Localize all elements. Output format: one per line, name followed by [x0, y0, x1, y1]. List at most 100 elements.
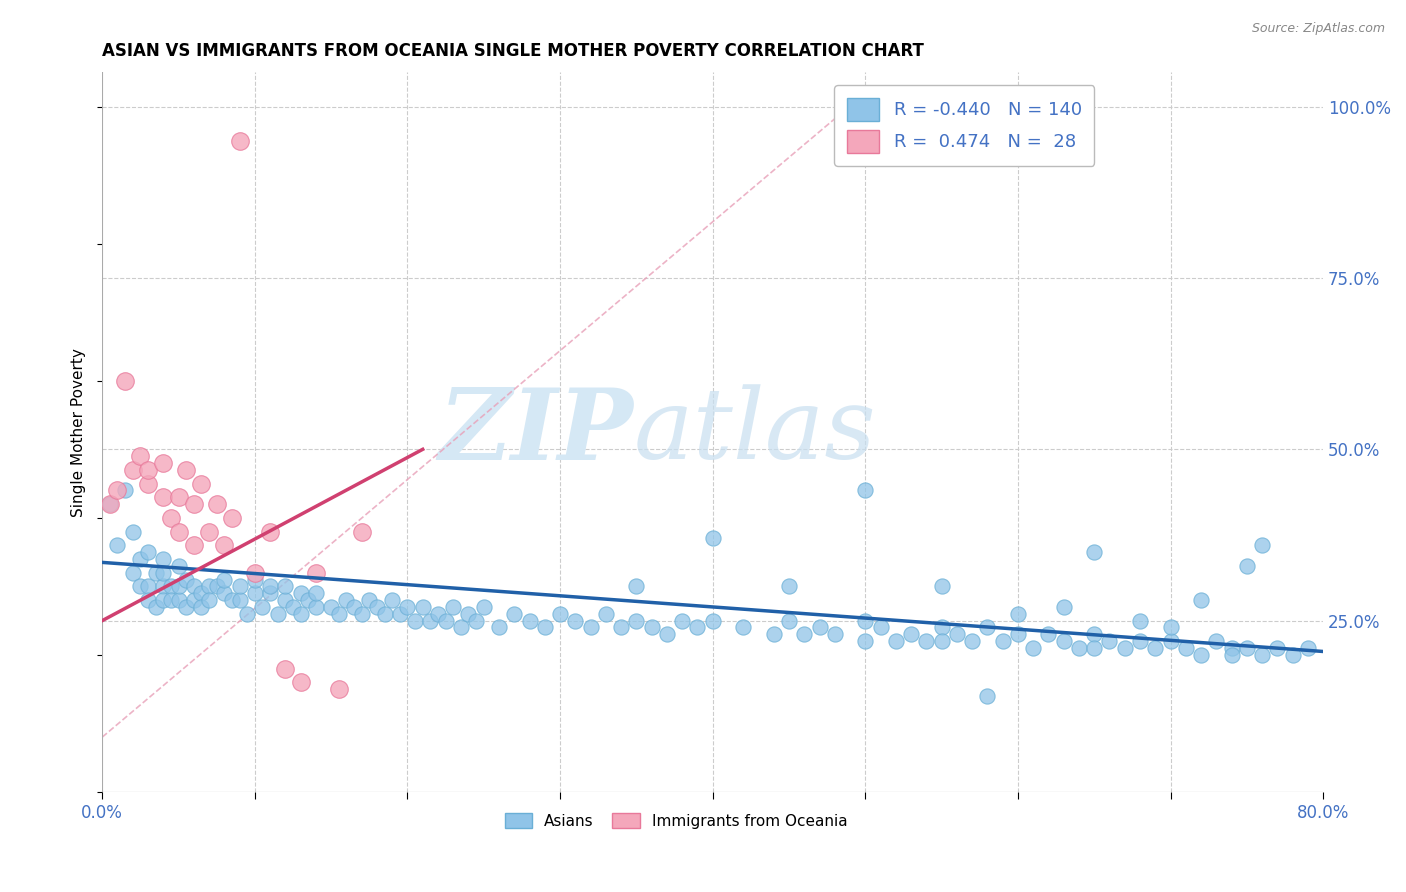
- Point: [190, 599, 212, 614]
- Point: [1083, 627, 1105, 641]
- Point: [305, 566, 328, 580]
- Point: [274, 662, 297, 676]
- Point: [595, 607, 617, 621]
- Point: [1038, 627, 1060, 641]
- Point: [1098, 634, 1121, 648]
- Point: [121, 463, 143, 477]
- Legend: Asians, Immigrants from Oceania: Asians, Immigrants from Oceania: [498, 806, 853, 835]
- Point: [762, 627, 785, 641]
- Point: [946, 627, 969, 641]
- Point: [434, 614, 457, 628]
- Point: [359, 593, 381, 607]
- Point: [214, 573, 236, 587]
- Point: [290, 607, 312, 621]
- Point: [252, 599, 274, 614]
- Point: [152, 566, 174, 580]
- Point: [274, 579, 297, 593]
- Point: [626, 579, 648, 593]
- Point: [129, 449, 152, 463]
- Point: [1083, 641, 1105, 656]
- Text: ASIAN VS IMMIGRANTS FROM OCEANIA SINGLE MOTHER POVERTY CORRELATION CHART: ASIAN VS IMMIGRANTS FROM OCEANIA SINGLE …: [103, 42, 924, 60]
- Point: [1189, 593, 1212, 607]
- Point: [214, 586, 236, 600]
- Point: [793, 627, 815, 641]
- Point: [114, 483, 136, 498]
- Point: [243, 566, 266, 580]
- Point: [190, 476, 212, 491]
- Point: [1281, 648, 1303, 662]
- Point: [991, 634, 1014, 648]
- Point: [259, 524, 281, 539]
- Point: [900, 627, 922, 641]
- Point: [183, 538, 205, 552]
- Point: [290, 586, 312, 600]
- Point: [733, 620, 755, 634]
- Point: [441, 599, 464, 614]
- Point: [808, 620, 831, 634]
- Point: [145, 566, 167, 580]
- Point: [579, 620, 602, 634]
- Point: [686, 620, 709, 634]
- Point: [610, 620, 633, 634]
- Point: [488, 620, 510, 634]
- Point: [107, 538, 129, 552]
- Point: [1022, 641, 1045, 656]
- Point: [853, 634, 876, 648]
- Point: [1129, 634, 1152, 648]
- Point: [335, 593, 357, 607]
- Point: [174, 599, 197, 614]
- Point: [465, 614, 488, 628]
- Point: [274, 593, 297, 607]
- Point: [290, 675, 312, 690]
- Point: [1267, 641, 1289, 656]
- Point: [931, 579, 953, 593]
- Point: [931, 620, 953, 634]
- Point: [1007, 607, 1029, 621]
- Point: [915, 634, 938, 648]
- Text: ZIP: ZIP: [439, 384, 633, 481]
- Point: [129, 579, 152, 593]
- Point: [167, 524, 190, 539]
- Y-axis label: Single Mother Poverty: Single Mother Poverty: [72, 348, 86, 516]
- Point: [519, 614, 541, 628]
- Point: [145, 599, 167, 614]
- Point: [702, 614, 724, 628]
- Point: [976, 620, 998, 634]
- Point: [1053, 634, 1076, 648]
- Point: [152, 456, 174, 470]
- Point: [778, 579, 800, 593]
- Point: [136, 463, 159, 477]
- Point: [214, 538, 236, 552]
- Point: [136, 545, 159, 559]
- Point: [426, 607, 449, 621]
- Point: [259, 579, 281, 593]
- Point: [205, 579, 228, 593]
- Point: [1160, 620, 1182, 634]
- Point: [167, 593, 190, 607]
- Point: [121, 566, 143, 580]
- Point: [1220, 641, 1243, 656]
- Point: [503, 607, 526, 621]
- Point: [884, 634, 907, 648]
- Point: [267, 607, 290, 621]
- Point: [1220, 648, 1243, 662]
- Point: [853, 483, 876, 498]
- Point: [1251, 538, 1274, 552]
- Point: [1144, 641, 1167, 656]
- Point: [976, 689, 998, 703]
- Point: [1053, 599, 1076, 614]
- Point: [1205, 634, 1227, 648]
- Point: [671, 614, 693, 628]
- Point: [152, 579, 174, 593]
- Point: [1129, 614, 1152, 628]
- Point: [152, 593, 174, 607]
- Point: [167, 579, 190, 593]
- Point: [450, 620, 472, 634]
- Point: [1007, 627, 1029, 641]
- Point: [548, 607, 571, 621]
- Point: [160, 579, 183, 593]
- Point: [221, 511, 243, 525]
- Point: [198, 593, 221, 607]
- Point: [305, 586, 328, 600]
- Point: [457, 607, 479, 621]
